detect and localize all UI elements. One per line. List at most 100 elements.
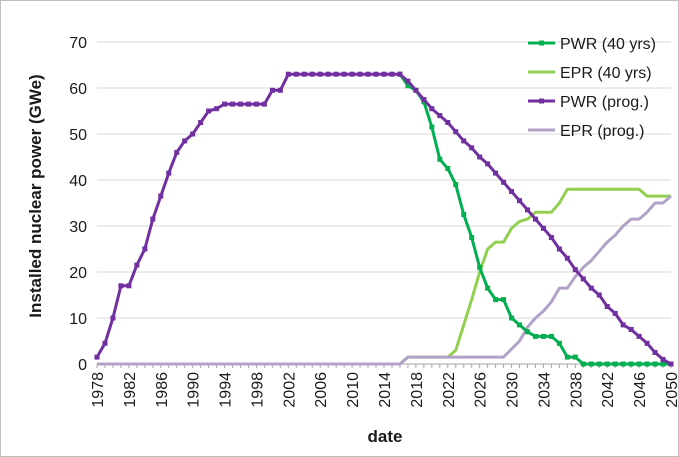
data-point (198, 120, 204, 125)
data-point (620, 322, 626, 328)
series-line-3 (97, 194, 672, 366)
x-tick-label: 1982 (122, 372, 139, 408)
data-point (644, 340, 650, 346)
data-point (509, 315, 515, 321)
data-point (628, 361, 634, 367)
data-point (182, 138, 188, 144)
data-point (509, 189, 515, 194)
legend-label: EPR (40 yrs) (560, 65, 652, 82)
x-tick-label: 2002 (281, 372, 298, 408)
data-point (261, 101, 267, 107)
data-point (636, 333, 642, 339)
legend: PWR (40 yrs) EPR (40 yrs) PWR (prog.) EPR (… (528, 36, 656, 140)
data-point (453, 182, 459, 188)
series-layer (94, 71, 674, 367)
data-point (413, 87, 419, 93)
data-point (405, 78, 411, 84)
data-point (333, 71, 339, 77)
data-point (556, 246, 562, 252)
data-point (493, 297, 499, 303)
x-tick-label: 2046 (632, 372, 649, 408)
x-tick-label: 2034 (536, 372, 553, 408)
data-point (604, 361, 610, 367)
data-point (652, 361, 658, 367)
data-point (134, 262, 140, 268)
data-point (644, 361, 650, 367)
data-point (341, 71, 347, 77)
data-point (485, 161, 491, 167)
data-point (365, 71, 371, 77)
data-point (222, 101, 228, 107)
data-point (572, 267, 578, 273)
data-point (429, 106, 435, 112)
x-tick-label: 1978 (90, 372, 107, 408)
data-point (540, 225, 546, 231)
legend-swatch-marker (539, 40, 544, 46)
data-point (309, 71, 315, 77)
data-point (477, 264, 483, 270)
legend-swatch-marker (539, 98, 544, 104)
data-point (437, 113, 443, 119)
data-point (636, 361, 642, 367)
x-axis-title: date (368, 427, 403, 446)
data-point (485, 285, 491, 291)
series-line-2 (95, 72, 672, 366)
data-point (429, 124, 435, 130)
y-tick-label: 10 (69, 311, 87, 328)
data-point (517, 198, 523, 204)
data-point (190, 131, 196, 137)
data-point (245, 101, 251, 107)
data-point (381, 71, 387, 77)
data-point (620, 361, 626, 367)
data-point (349, 71, 355, 77)
data-point (285, 71, 291, 77)
x-tick-label: 1986 (154, 372, 171, 408)
data-point (525, 329, 530, 335)
x-tick-label: 1994 (218, 372, 235, 408)
data-point (564, 354, 570, 360)
data-point (214, 106, 220, 112)
x-tick-label: 2050 (664, 372, 679, 408)
data-point (269, 87, 275, 93)
data-point (445, 120, 451, 125)
data-point (469, 235, 475, 240)
y-tick-label: 50 (69, 127, 87, 144)
x-tick-label: 2038 (568, 372, 585, 408)
data-point (501, 297, 507, 303)
data-point (325, 71, 331, 77)
data-point (588, 285, 594, 291)
data-point (158, 193, 164, 199)
data-point (174, 149, 180, 155)
data-point (102, 340, 108, 346)
data-point (580, 276, 586, 282)
y-tick-label: 20 (69, 265, 87, 282)
data-point (501, 179, 507, 185)
x-tick-label: 2026 (473, 372, 490, 408)
data-point (469, 145, 475, 151)
data-point (580, 361, 586, 367)
data-point (660, 361, 666, 367)
data-point (588, 361, 594, 367)
data-point (301, 71, 307, 77)
legend-label: EPR (prog.) (560, 123, 644, 140)
data-point (389, 71, 395, 77)
data-point (110, 315, 116, 321)
data-point (540, 333, 546, 339)
data-point (532, 333, 538, 339)
data-point (668, 361, 674, 367)
series-line-1 (97, 187, 671, 366)
data-point (142, 246, 148, 252)
data-point (166, 170, 172, 176)
data-point (253, 101, 259, 107)
data-point (652, 350, 658, 355)
data-point (493, 170, 499, 176)
data-point (612, 310, 618, 316)
data-point (397, 71, 403, 77)
data-point (596, 361, 602, 367)
x-tick-label: 2022 (441, 372, 458, 408)
data-point (238, 101, 243, 107)
y-axis-title: Installed nuclear power (GWe) (26, 74, 45, 317)
y-tick-label: 60 (69, 81, 87, 98)
data-point (445, 166, 451, 171)
